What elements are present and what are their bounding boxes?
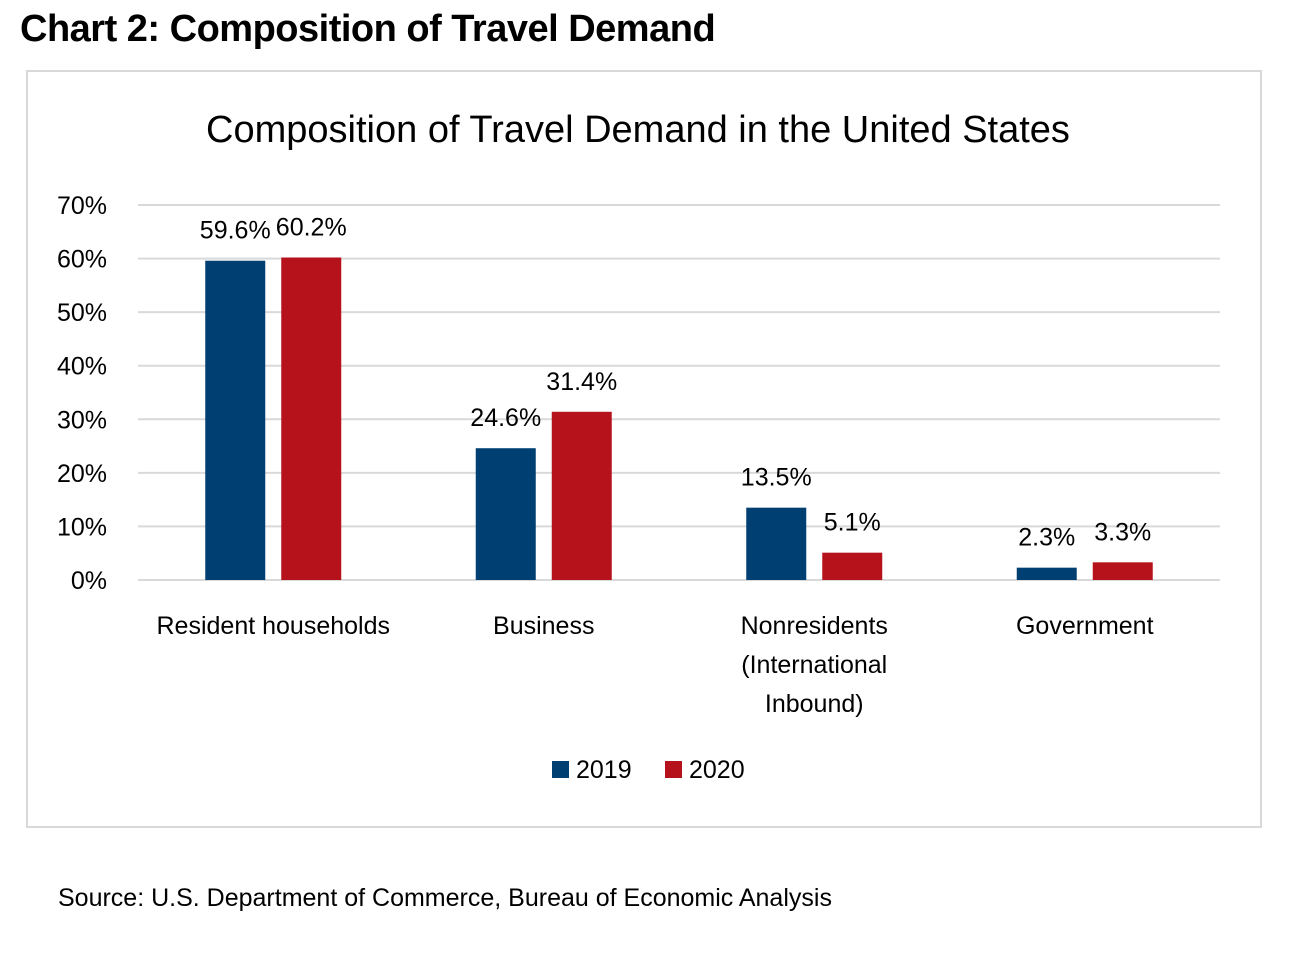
y-tick-label: 40% <box>57 353 107 381</box>
y-tick-label: 50% <box>57 299 107 327</box>
chart-frame: Composition of Travel Demand in the Unit… <box>26 70 1262 828</box>
bar-2020 <box>822 552 883 580</box>
data-label-2020: 60.2% <box>276 214 347 242</box>
data-labels: 59.6% 60.2% 24.6%31.4% 13.5% 5.1% 2.3% 3.3% <box>200 214 1151 552</box>
bar-2019 <box>746 507 807 580</box>
data-label-2020: 31.4% <box>546 368 617 396</box>
y-tick-label: 30% <box>57 406 107 434</box>
x-tick-label: Business <box>493 612 594 640</box>
y-tick-label: 10% <box>57 513 107 541</box>
x-axis: Resident households Business Nonresidents (… <box>157 612 1154 718</box>
bars <box>205 257 1153 580</box>
bar-2020 <box>281 257 342 580</box>
y-tick-label: 70% <box>57 192 107 220</box>
source-note: Source: U.S. Department of Commerce, Bur… <box>58 884 832 912</box>
page-heading: Chart 2: Composition of Travel Demand <box>20 8 716 50</box>
data-label-2019: 13.5% <box>741 464 812 492</box>
bar-2020 <box>1092 562 1153 580</box>
data-label-2019: 24.6% <box>470 404 541 432</box>
bar-chart: Composition of Travel Demand in the Unit… <box>57 109 1220 784</box>
y-tick-label: 0% <box>71 567 107 595</box>
chart-title: Composition of Travel Demand in the Unit… <box>206 109 1070 151</box>
x-tick-label: Resident households <box>157 612 391 640</box>
bar-2019 <box>1016 567 1077 580</box>
y-tick-label: 20% <box>57 460 107 488</box>
data-label-2020: 5.1% <box>824 509 881 537</box>
legend-label-2020: 2020 <box>689 756 745 784</box>
y-tick-label: 60% <box>57 246 107 274</box>
y-axis: 0% 10% 20% 30% 40% 50% 60% 70% <box>57 192 107 595</box>
bar-2019 <box>475 448 536 580</box>
x-tick-label: Nonresidents <box>741 612 888 640</box>
x-tick-label: (International <box>741 651 887 679</box>
x-tick-label: Inbound) <box>765 690 864 718</box>
legend: 2019 2020 <box>552 756 745 784</box>
data-label-2019: 2.3% <box>1018 524 1075 552</box>
legend-swatch-2020 <box>665 761 682 778</box>
legend-swatch-2019 <box>552 761 569 778</box>
legend-label-2019: 2019 <box>576 756 632 784</box>
data-label-2020: 3.3% <box>1094 518 1151 546</box>
bar-2019 <box>205 260 266 580</box>
data-label-2019: 59.6% <box>200 217 271 245</box>
x-tick-label: Government <box>1016 612 1154 640</box>
bar-2020 <box>551 411 612 580</box>
